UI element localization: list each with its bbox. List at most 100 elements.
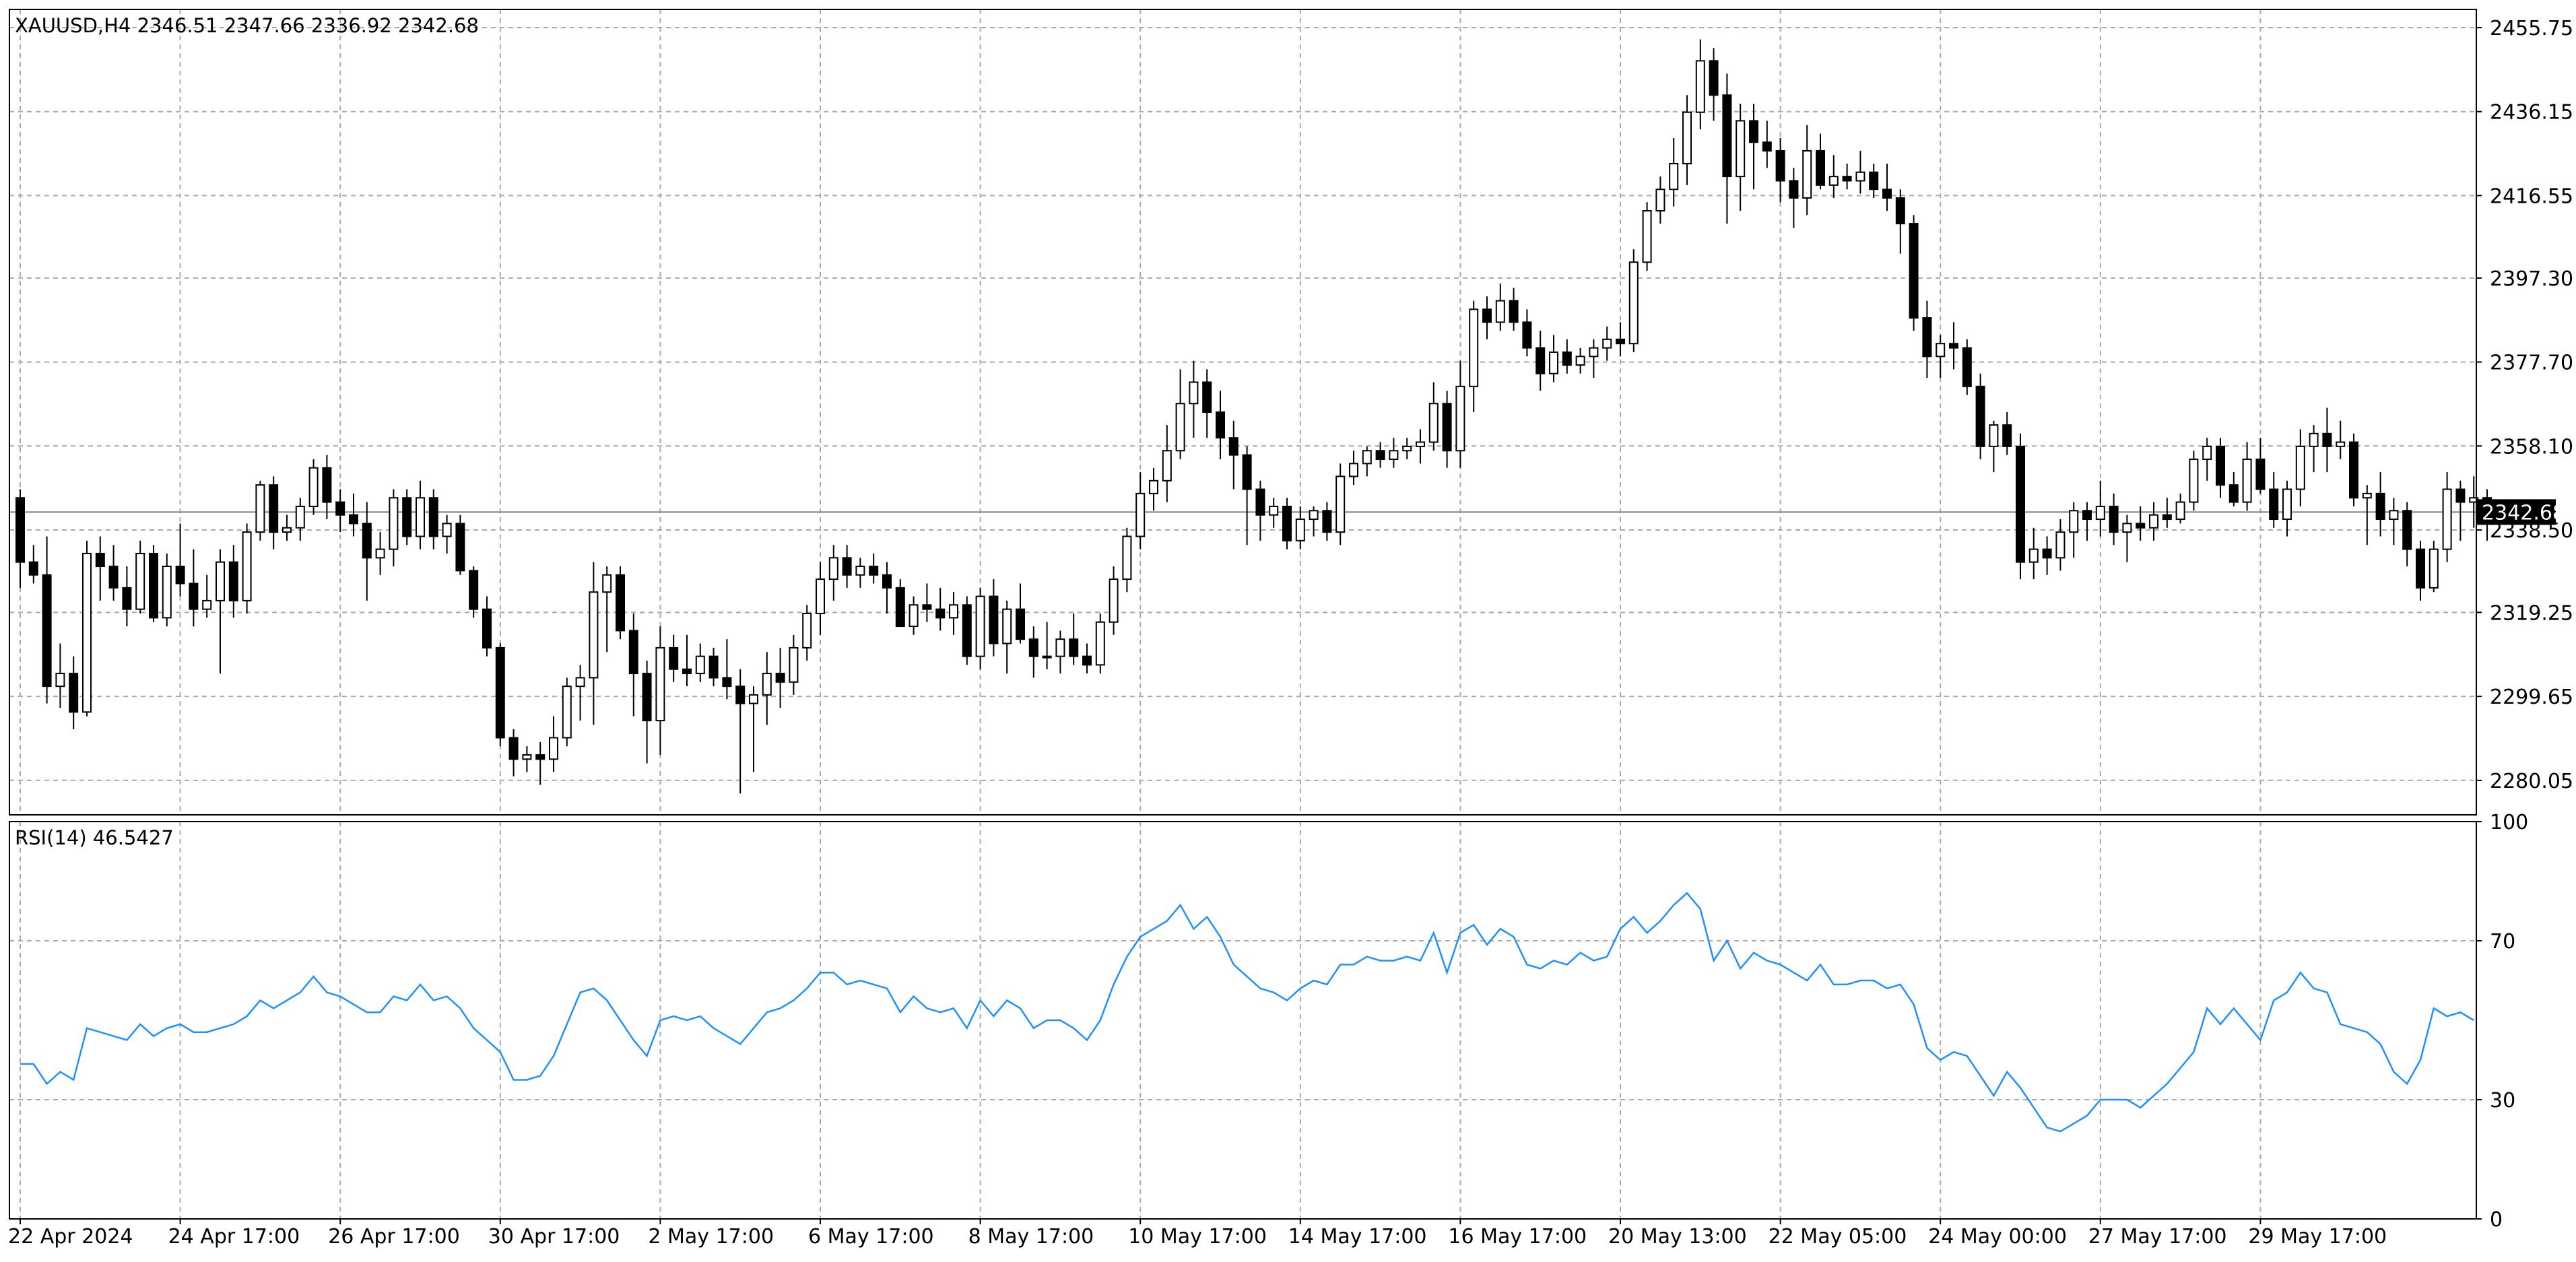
candle xyxy=(1028,626,1038,678)
candle-body-bear xyxy=(1816,150,1825,186)
candle-body-bull xyxy=(389,497,399,550)
candle-body-bear xyxy=(2162,514,2172,521)
y-tick-label: 2436.15 xyxy=(2490,101,2573,125)
candle xyxy=(282,514,292,541)
candle-body-bear xyxy=(2349,441,2358,499)
main-panel-frame xyxy=(9,9,2477,816)
candle-body-bear xyxy=(428,497,438,537)
candle-body-bear xyxy=(349,514,358,525)
candle xyxy=(1109,566,1119,635)
candle-body-bear xyxy=(935,608,946,619)
candle-body-bull xyxy=(762,673,772,696)
candle xyxy=(1962,339,1972,395)
candle-body-bull xyxy=(1682,111,1692,165)
candle-body-bull xyxy=(1602,338,1612,349)
candle-body-bear xyxy=(1202,381,1212,413)
candle xyxy=(1349,451,1358,486)
candle xyxy=(1709,48,1719,121)
candle-body-bull xyxy=(1855,171,1865,182)
candle-body-bull xyxy=(602,574,612,593)
candle-body-bear xyxy=(895,587,905,628)
x-tick-label: 30 Apr 17:00 xyxy=(488,1225,620,1249)
candle-body-bull xyxy=(1575,356,1585,366)
candle-body-bear xyxy=(1616,338,1625,345)
candle-body-bear xyxy=(735,686,746,704)
candle xyxy=(1335,463,1346,545)
rsi-panel-frame xyxy=(9,821,2477,1220)
candle xyxy=(1936,335,1946,378)
candle xyxy=(508,729,519,776)
candle-body-bear xyxy=(2455,488,2466,503)
candle xyxy=(335,489,345,533)
candle-body-bull xyxy=(1002,608,1012,644)
candle-body-bear xyxy=(508,737,519,760)
candle xyxy=(308,459,319,515)
candle xyxy=(1016,583,1025,644)
candle xyxy=(1482,296,1492,339)
candle-body-bear xyxy=(2042,548,2052,559)
candle xyxy=(2309,425,2319,473)
candle xyxy=(389,489,399,567)
candle xyxy=(1828,155,1839,198)
candle xyxy=(28,545,38,584)
candle xyxy=(2455,480,2466,541)
candle xyxy=(1869,164,1879,198)
candle xyxy=(949,592,958,635)
candle xyxy=(2228,472,2239,506)
candle-body-bull xyxy=(1122,535,1132,580)
candle xyxy=(1789,168,1799,228)
candle-body-bull xyxy=(2336,441,2346,447)
candle-body-bear xyxy=(1442,403,1452,452)
candle xyxy=(642,660,652,764)
candle-body-bull xyxy=(2362,492,2372,499)
y-tick-label: 2299.65 xyxy=(2490,686,2573,709)
candle xyxy=(2175,493,2185,524)
candle xyxy=(1895,189,1905,254)
candle xyxy=(375,532,385,575)
candle-body-bear xyxy=(2136,523,2146,529)
y-tick-label: 2280.05 xyxy=(2490,770,2573,793)
candle-body-bear xyxy=(775,673,785,683)
candle-body-bull xyxy=(2282,488,2292,521)
candle-body-bull xyxy=(1335,475,1346,533)
candle xyxy=(42,536,52,704)
candle-body-bear xyxy=(1722,94,1732,178)
candle xyxy=(1575,347,1585,374)
candle-body-bear xyxy=(882,574,892,589)
candle xyxy=(2295,429,2305,506)
candle-body-bull xyxy=(562,686,572,739)
candle xyxy=(135,540,145,613)
candle-body-bull xyxy=(909,604,919,628)
candle xyxy=(55,643,65,708)
candle xyxy=(2055,519,2066,571)
candle xyxy=(2242,442,2252,511)
x-tick-label: 22 May 05:00 xyxy=(1769,1225,1907,1249)
candle xyxy=(2442,472,2452,562)
candle xyxy=(895,579,905,628)
candle-body-bull xyxy=(308,467,319,507)
x-tick-label: 14 May 17:00 xyxy=(1288,1225,1427,1249)
candle-body-bear xyxy=(335,501,345,516)
candle xyxy=(1442,391,1452,468)
candle-body-bear xyxy=(1975,385,1985,447)
candle xyxy=(628,613,638,717)
candle xyxy=(2162,498,2172,528)
candle-body-bull xyxy=(2149,514,2158,529)
candle xyxy=(469,566,479,618)
candle xyxy=(1202,369,1212,438)
current-price-label: 2342.68 xyxy=(2482,501,2565,525)
candle-body-bull xyxy=(2095,505,2105,521)
candle xyxy=(1135,472,1146,550)
candle-body-bear xyxy=(469,570,479,610)
candle xyxy=(1802,125,1812,215)
candle-body-bull xyxy=(2242,458,2252,503)
candle xyxy=(2042,536,2052,575)
candle-body-bear xyxy=(2016,445,2025,563)
candle xyxy=(1428,382,1439,451)
candle-body-bull xyxy=(1469,308,1479,387)
candle xyxy=(1816,133,1825,190)
x-tick-label: 27 May 17:00 xyxy=(2088,1225,2227,1249)
candle xyxy=(202,574,212,618)
